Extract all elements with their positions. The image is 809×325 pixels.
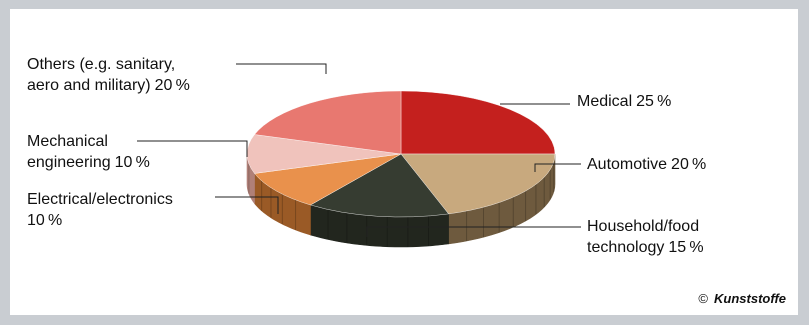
slice-label-text: Automotive (587, 156, 668, 173)
slice-value: 15 % (668, 239, 704, 256)
pie-slice-5 (254, 90, 402, 155)
slice-value: 25 % (636, 93, 672, 110)
slice-label-text: engineering (27, 154, 111, 171)
slice-label-3: Electrical/electronics 10 % (27, 189, 173, 231)
pie-slice-1 (400, 153, 556, 215)
leader-line-1 (534, 163, 581, 172)
slice-label-line: technology 15 % (587, 237, 704, 258)
slice-label-line: Household/food (587, 216, 704, 237)
slice-label-1: Automotive 20 % (587, 154, 706, 175)
slice-label-5: Others (e.g. sanitary, aero and military)… (27, 54, 190, 96)
slice-label-line: aero and military) 20 % (27, 75, 190, 96)
slice-label-text: Mechanical (27, 133, 108, 150)
slice-value: 10 % (27, 212, 63, 229)
credit-source: Kunststoffe (714, 291, 786, 306)
leader-lines (137, 63, 581, 237)
slice-value: 20 % (154, 77, 190, 94)
copyright-symbol: © (698, 291, 709, 306)
pie-wall-marks (248, 161, 555, 247)
slice-label-text: aero and military) (27, 77, 151, 94)
slice-label-text: Others (e.g. sanitary, (27, 56, 176, 73)
pie-slice-3 (254, 153, 402, 206)
slice-label-line: Automotive 20 % (587, 154, 706, 175)
leader-line-4 (137, 140, 248, 157)
leader-line-2 (366, 226, 581, 237)
slice-label-line: Mechanical (27, 131, 150, 152)
chart-frame: Medical 25 % Automotive 20 % Household/food t… (10, 9, 798, 315)
pie-slice-0 (400, 90, 556, 155)
slice-label-0: Medical 25 % (577, 91, 671, 112)
pie-slice-2 (309, 153, 449, 218)
pie-chart (137, 63, 581, 248)
slice-label-2: Household/food technology 15 % (587, 216, 704, 258)
slice-label-text: Electrical/electronics (27, 191, 173, 208)
slice-value: 10 % (114, 154, 150, 171)
slice-label-4: Mechanical engineering 10 % (27, 131, 150, 173)
slice-label-text: Medical (577, 93, 633, 110)
slice-label-line: 10 % (27, 210, 173, 231)
slice-label-line: Medical 25 % (577, 91, 671, 112)
slice-label-line: Others (e.g. sanitary, (27, 54, 190, 75)
slice-label-line: engineering 10 % (27, 152, 150, 173)
leader-line-3 (215, 196, 279, 214)
slice-label-text: Household/food (587, 218, 700, 235)
pie-top (246, 90, 556, 218)
leader-line-5 (236, 63, 327, 74)
slice-label-text: technology (587, 239, 665, 256)
slice-value: 20 % (671, 156, 707, 173)
pie-side-walls (246, 153, 556, 248)
slice-label-line: Electrical/electronics (27, 189, 173, 210)
credit-line: © Kunststoffe (698, 291, 786, 306)
